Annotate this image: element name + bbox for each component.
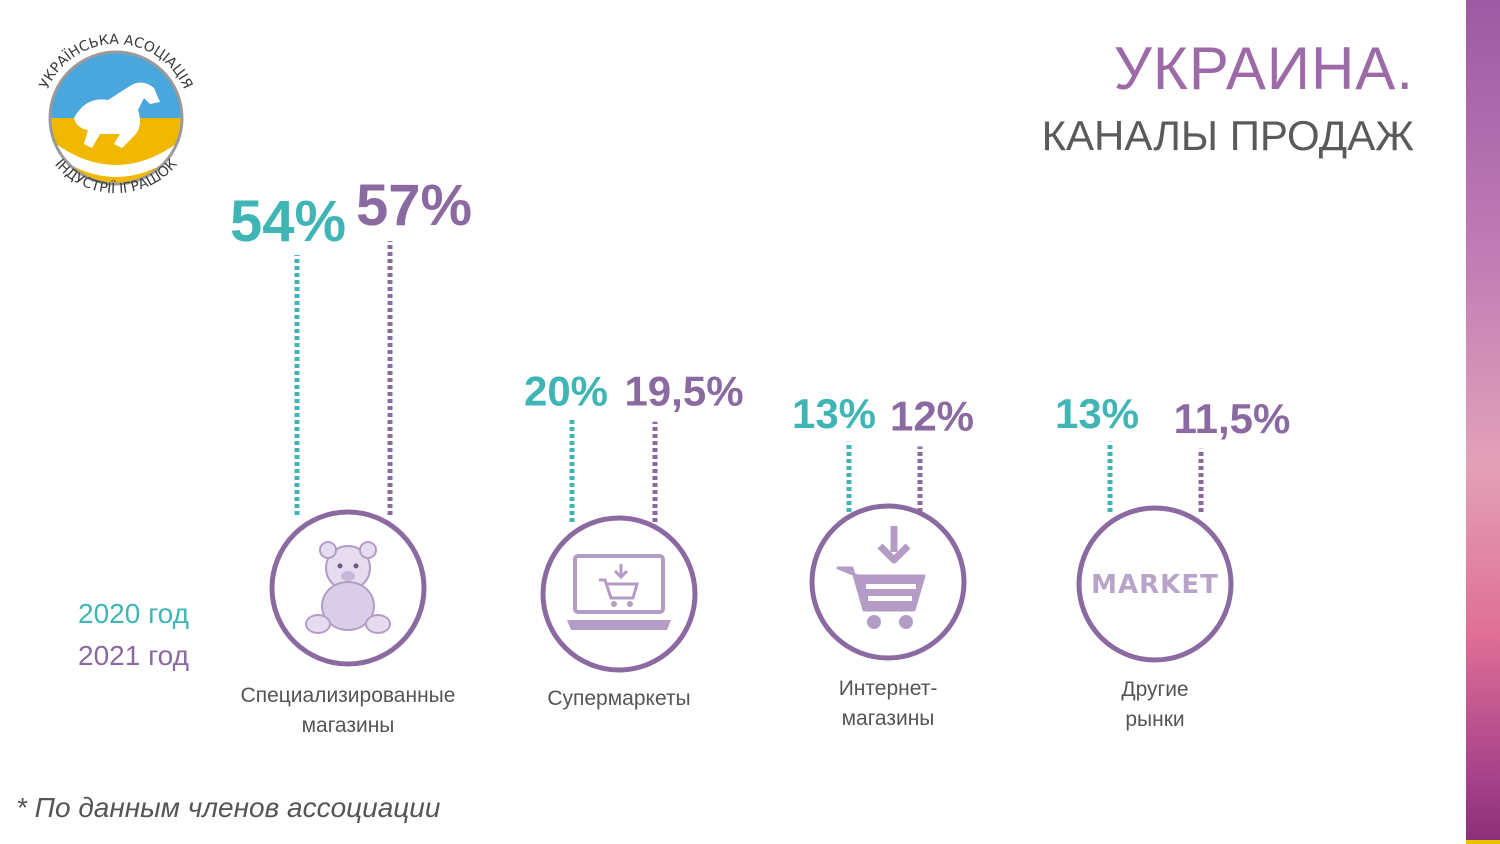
market-icon-text: MARKET xyxy=(1091,570,1219,600)
legend-series-2020: 2020 год xyxy=(78,598,189,629)
footnote: * По данным членов ассоциации xyxy=(16,792,441,823)
page-title: УКРАИНА. xyxy=(1113,35,1414,102)
data-label-2021: 57% xyxy=(356,173,472,238)
association-logo: УКРАЇНСЬКА АСОЦІАЦІЯ ІНДУСТРІЇ ІГРАШОК xyxy=(37,32,196,197)
channel-ring xyxy=(540,515,698,673)
channel-group: 54% 57% Специализированные магазины xyxy=(230,173,472,737)
data-label-2020: 13% xyxy=(792,390,876,437)
category-label: Интернет-магазины xyxy=(839,677,938,730)
channel-group: 20% 19,5% Супермаркеты xyxy=(524,367,744,710)
data-label-2021: 11,5% xyxy=(1174,395,1291,442)
side-accent-bar xyxy=(1466,0,1500,844)
shopping-cart-icon xyxy=(836,526,926,629)
legend-series-2021: 2021 год xyxy=(78,640,189,671)
market-icon: MARKET xyxy=(1091,570,1219,600)
page-subtitle: КАНАЛЫ ПРОДАЖ xyxy=(1041,112,1414,159)
channel-group: 13% 12% Интернет-магазины xyxy=(792,390,974,730)
channel-group: 13% 11,5% MARKET Другие рынки xyxy=(1055,390,1290,731)
data-label-2020: 54% xyxy=(230,189,346,254)
channel-ring xyxy=(1076,505,1234,663)
category-label: Супермаркеты xyxy=(547,687,690,710)
teddy-bear-icon xyxy=(305,541,391,634)
category-label: Другие рынки xyxy=(1121,678,1188,731)
category-label: Специализированные магазины xyxy=(241,684,456,737)
data-label-2021: 12% xyxy=(890,392,974,439)
data-label-2020: 20% xyxy=(524,367,608,414)
data-label-2020: 13% xyxy=(1055,390,1139,437)
laptop-cart-icon xyxy=(567,554,671,630)
data-label-2021: 19,5% xyxy=(624,368,743,415)
